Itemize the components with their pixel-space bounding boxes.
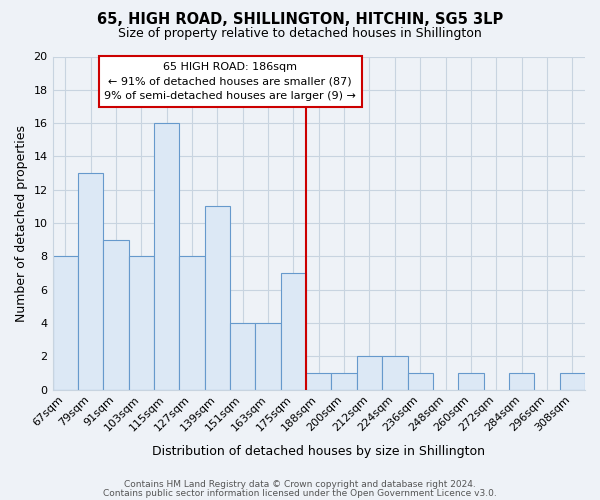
Bar: [205, 206, 230, 390]
Text: Contains public sector information licensed under the Open Government Licence v3: Contains public sector information licen…: [103, 488, 497, 498]
Bar: [230, 323, 256, 390]
Bar: [103, 240, 128, 390]
Bar: [78, 173, 103, 390]
Y-axis label: Number of detached properties: Number of detached properties: [15, 124, 28, 322]
Bar: [154, 123, 179, 390]
Text: 65, HIGH ROAD, SHILLINGTON, HITCHIN, SG5 3LP: 65, HIGH ROAD, SHILLINGTON, HITCHIN, SG5…: [97, 12, 503, 28]
Bar: [509, 373, 534, 390]
Bar: [560, 373, 585, 390]
Bar: [357, 356, 382, 390]
Bar: [306, 373, 331, 390]
Bar: [458, 373, 484, 390]
Bar: [53, 256, 78, 390]
Text: Contains HM Land Registry data © Crown copyright and database right 2024.: Contains HM Land Registry data © Crown c…: [124, 480, 476, 489]
X-axis label: Distribution of detached houses by size in Shillington: Distribution of detached houses by size …: [152, 444, 485, 458]
Bar: [407, 373, 433, 390]
Bar: [382, 356, 407, 390]
Bar: [179, 256, 205, 390]
Bar: [256, 323, 281, 390]
Text: 65 HIGH ROAD: 186sqm
← 91% of detached houses are smaller (87)
9% of semi-detach: 65 HIGH ROAD: 186sqm ← 91% of detached h…: [104, 62, 356, 102]
Text: Size of property relative to detached houses in Shillington: Size of property relative to detached ho…: [118, 28, 482, 40]
Bar: [128, 256, 154, 390]
Bar: [281, 273, 306, 390]
Bar: [331, 373, 357, 390]
